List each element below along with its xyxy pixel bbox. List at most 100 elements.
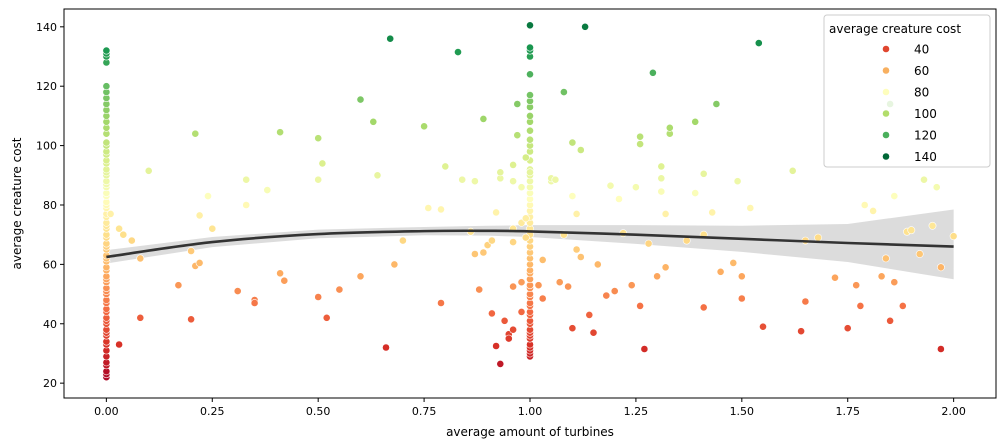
confidence-band xyxy=(106,209,954,280)
data-point xyxy=(682,236,691,245)
data-point xyxy=(665,123,674,132)
legend-label: 80 xyxy=(914,86,929,100)
y-tick-label: 60 xyxy=(43,258,57,271)
data-point xyxy=(610,287,619,295)
y-tick-label: 120 xyxy=(36,80,57,93)
data-point xyxy=(572,245,581,254)
data-point xyxy=(487,236,496,245)
data-point xyxy=(907,226,916,235)
data-point xyxy=(318,159,327,168)
data-point xyxy=(526,135,534,144)
data-point xyxy=(479,115,488,123)
data-point xyxy=(568,192,577,200)
data-point xyxy=(356,95,365,104)
data-point xyxy=(788,166,797,175)
y-axis: 20 40 60 80 100 120 140 xyxy=(36,21,64,390)
data-point xyxy=(860,201,869,209)
data-point xyxy=(932,183,941,192)
data-point xyxy=(699,303,708,312)
legend-marker xyxy=(882,131,890,139)
y-tick-label: 40 xyxy=(43,318,57,331)
data-point xyxy=(602,291,611,300)
data-point xyxy=(644,239,653,248)
data-point xyxy=(615,195,623,203)
data-point xyxy=(581,22,589,31)
data-point xyxy=(657,174,666,183)
data-point xyxy=(174,281,183,290)
data-point xyxy=(521,233,530,242)
data-point xyxy=(513,100,522,108)
data-point xyxy=(534,281,543,290)
data-point xyxy=(606,181,615,190)
data-point xyxy=(733,177,742,186)
data-point xyxy=(356,272,365,281)
x-tick-label: 0.00 xyxy=(94,405,119,418)
data-point xyxy=(831,273,839,282)
data-point xyxy=(640,345,649,353)
data-point xyxy=(390,260,399,269)
data-point xyxy=(560,88,568,96)
data-point xyxy=(708,208,717,217)
data-point xyxy=(526,21,534,30)
data-point xyxy=(322,313,331,322)
data-point xyxy=(814,233,822,242)
data-point xyxy=(526,112,534,120)
data-point xyxy=(115,224,123,233)
data-point xyxy=(555,278,564,287)
data-point xyxy=(526,91,534,99)
data-point xyxy=(195,211,204,220)
y-tick-label: 100 xyxy=(36,140,57,153)
data-point xyxy=(492,208,500,217)
data-point xyxy=(593,260,602,269)
data-point xyxy=(589,328,598,337)
data-point xyxy=(458,175,467,184)
data-point xyxy=(204,192,212,200)
data-point xyxy=(928,221,937,230)
data-point xyxy=(564,282,572,291)
data-point xyxy=(877,272,886,281)
data-point xyxy=(568,324,577,333)
data-point xyxy=(661,209,670,218)
data-point xyxy=(470,250,479,258)
data-point xyxy=(937,345,945,353)
data-point xyxy=(843,324,852,333)
data-point xyxy=(144,166,153,175)
data-point xyxy=(949,232,958,241)
data-point xyxy=(106,209,115,218)
data-point xyxy=(746,204,755,212)
data-point xyxy=(280,276,289,285)
data-point xyxy=(920,175,928,184)
data-point xyxy=(657,162,666,171)
data-point xyxy=(127,236,136,245)
data-point xyxy=(420,122,428,131)
regression-line xyxy=(106,229,954,259)
data-point xyxy=(115,340,123,349)
data-point xyxy=(737,272,746,281)
trend-line xyxy=(106,229,954,259)
x-axis-label: average amount of turbines xyxy=(446,425,614,439)
data-point xyxy=(551,175,560,184)
data-point xyxy=(716,267,725,276)
data-point xyxy=(691,117,700,126)
data-point xyxy=(250,299,259,307)
data-point xyxy=(437,299,445,307)
data-point xyxy=(509,282,517,291)
data-point xyxy=(636,301,644,310)
data-point xyxy=(568,138,577,147)
data-point xyxy=(856,301,865,310)
legend-label: 100 xyxy=(914,107,937,121)
data-point xyxy=(441,162,450,171)
x-tick-label: 0.50 xyxy=(306,405,331,418)
data-point xyxy=(475,285,484,294)
data-point xyxy=(314,175,323,184)
data-points xyxy=(102,21,958,382)
data-point xyxy=(521,153,530,162)
y-tick-label: 80 xyxy=(43,199,57,212)
legend-marker xyxy=(882,66,890,75)
legend-marker xyxy=(882,109,890,118)
x-tick-label: 0.75 xyxy=(412,405,437,418)
x-tick-label: 0.25 xyxy=(200,405,225,418)
data-point xyxy=(517,307,526,316)
data-point xyxy=(242,175,251,184)
